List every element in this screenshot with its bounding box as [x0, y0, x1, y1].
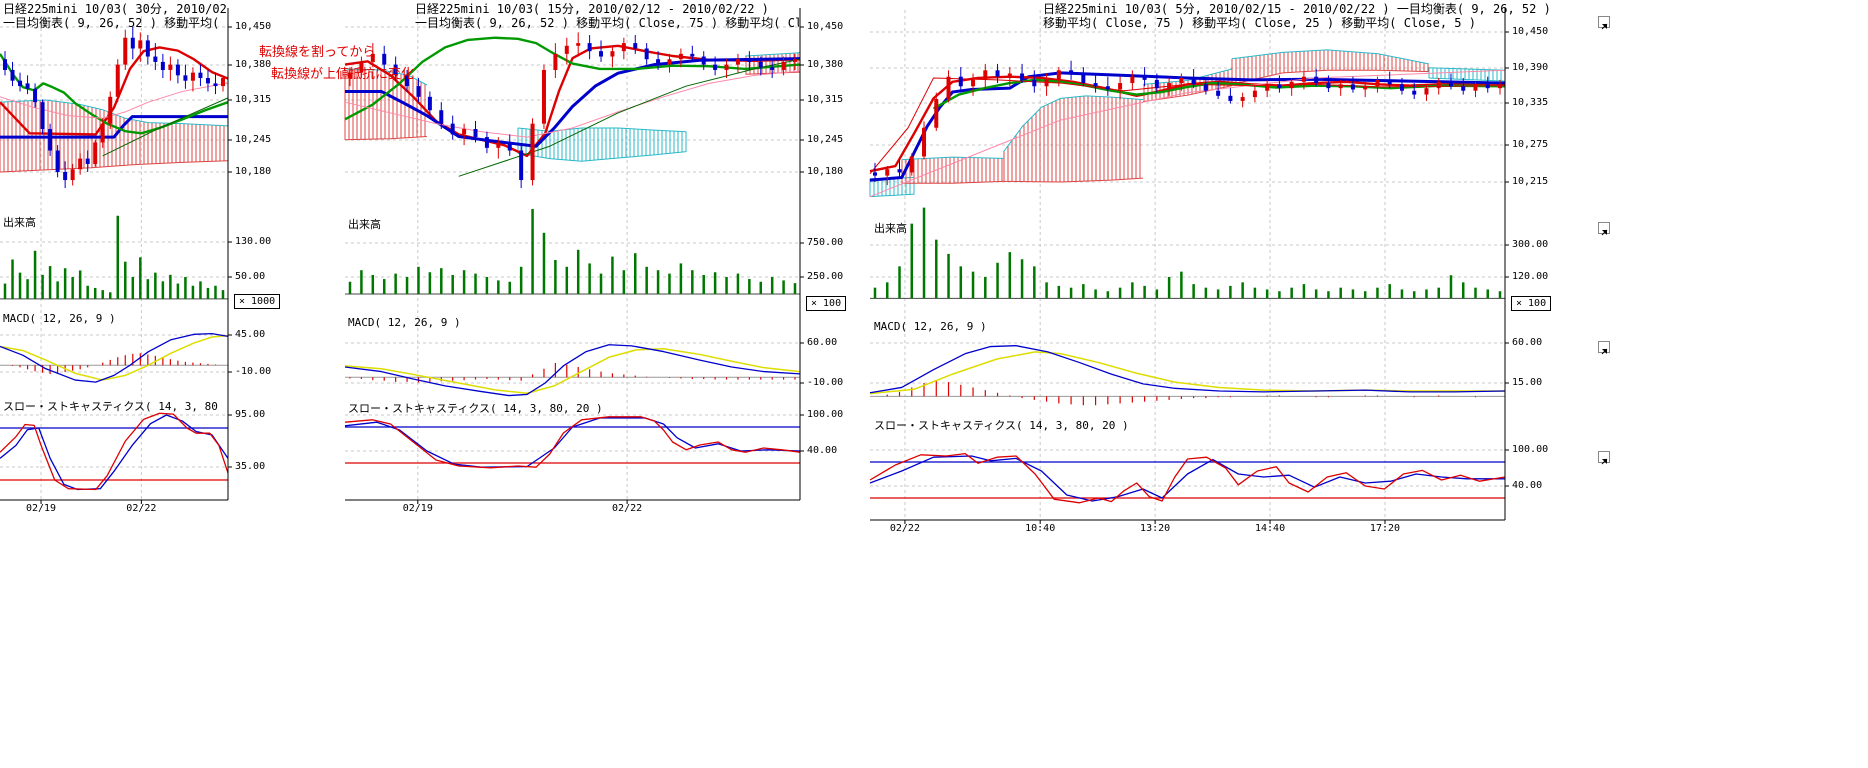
chart2-volume-label: 出来高 [348, 218, 381, 231]
chart1-annotation-line2: 転換線が上値抵抗に変化 [271, 67, 415, 82]
chart2-stoch-label: スロー・ストキャスティクス( 14, 3, 80, 20 ) [348, 402, 603, 415]
chart2-volume-multiplier-badge: × 100 [806, 296, 847, 311]
corner-arrow-icon [1601, 23, 1608, 30]
chart1-annotation-line1: 転換線を割ってから [259, 45, 376, 60]
pane-expand-button[interactable] [1598, 16, 1610, 30]
chart3-volume-label: 出来高 [874, 222, 907, 235]
chart2-subtitle: 一目均衡表( 9, 26, 52 ) 移動平均( Close, 75 ) 移動平… [415, 16, 799, 30]
chart1-macd-label: MACD( 12, 26, 9 ) [3, 312, 116, 325]
corner-arrow-icon [1601, 458, 1608, 465]
chart1-volume-multiplier-badge: × 1000 [234, 294, 281, 309]
chart3-volume-multiplier-badge: × 100 [1511, 296, 1552, 311]
chart3-title: 日経225mini 10/03( 5分, 2010/02/15 - 2010/0… [1043, 2, 1551, 16]
pane-expand-button[interactable] [1598, 341, 1610, 355]
chart1-volume-label: 出来高 [3, 216, 36, 229]
corner-arrow-icon [1601, 348, 1608, 355]
pane-expand-button[interactable] [1598, 451, 1610, 465]
chart2-title: 日経225mini 10/03( 15分, 2010/02/12 - 2010/… [415, 2, 769, 16]
chart2-macd-label: MACD( 12, 26, 9 ) [348, 316, 461, 329]
chart1-subtitle: 一目均衡表( 9, 26, 52 ) 移動平均( C [3, 16, 227, 30]
chart1-title: 日経225mini 10/03( 30分, 2010/02/12 - [3, 2, 227, 16]
corner-arrow-icon [1601, 229, 1608, 236]
chart3-macd-label: MACD( 12, 26, 9 ) [874, 320, 987, 333]
chart3-stoch-label: スロー・ストキャスティクス( 14, 3, 80, 20 ) [874, 419, 1129, 432]
chart3-subtitle: 移動平均( Close, 75 ) 移動平均( Close, 25 ) 移動平均… [1043, 16, 1476, 30]
pane-expand-button[interactable] [1598, 222, 1610, 236]
chart1-stoch-label: スロー・ストキャスティクス( 14, 3, 80 [3, 400, 218, 413]
